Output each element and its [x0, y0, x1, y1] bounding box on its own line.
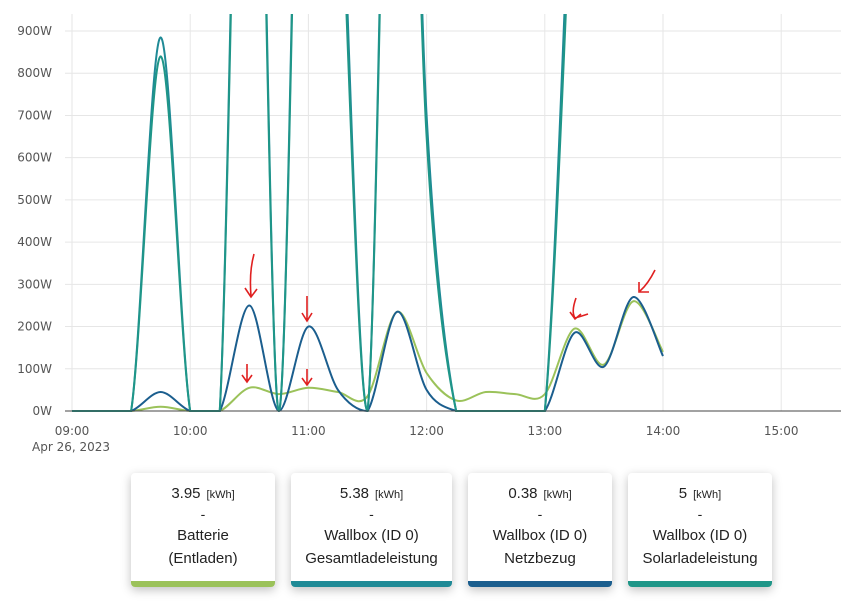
card-label-2: Netzbezug — [504, 550, 576, 567]
summary-card-batterie: 3.95 [kWh] - Batterie (Entladen) — [131, 473, 275, 587]
y-tick-label: 900W — [17, 24, 52, 38]
energy-chart: 0W 100W 200W 300W 400W 500W 600W 700W 800W 900W 09… — [17, 14, 841, 454]
card-unit: [kWh] — [206, 489, 235, 501]
summary-card-solarladeleistung: 5 [kWh] - Wallbox (ID 0) Solarladeleistun… — [628, 473, 772, 587]
series-line-3 — [71, 14, 567, 412]
y-tick-label: 700W — [17, 108, 52, 122]
card-separator: - — [369, 506, 374, 522]
y-tick-label: 600W — [17, 151, 52, 165]
x-tick-label: 14:00 — [646, 424, 681, 438]
x-tick-label: 10:00 — [173, 424, 208, 438]
series-line-1 — [71, 14, 566, 412]
y-tick-label: 200W — [17, 320, 52, 334]
card-value: 3.95 — [171, 485, 201, 502]
card-color-bar — [468, 581, 612, 587]
y-tick-label: 100W — [17, 362, 52, 376]
series-line-0 — [71, 300, 664, 412]
series-lines — [71, 14, 664, 412]
card-unit: [kWh] — [543, 489, 572, 501]
card-unit: [kWh] — [693, 489, 722, 501]
card-color-bar — [131, 581, 275, 587]
x-date-label: Apr 26, 2023 — [32, 440, 110, 454]
card-value: 5.38 — [339, 485, 370, 502]
card-label-2: Gesamtladeleistung — [305, 550, 438, 567]
grid — [65, 14, 841, 411]
card-label-1: Wallbox (ID 0) — [652, 527, 748, 544]
card-separator: - — [697, 506, 703, 522]
card-label-1: Wallbox (ID 0) — [324, 527, 419, 544]
card-color-bar — [291, 581, 452, 587]
card-label-1: Wallbox (ID 0) — [492, 527, 588, 544]
summary-card-netzbezug: 0.38 [kWh] - Wallbox (ID 0) Netzbezug — [468, 473, 612, 587]
y-tick-label: 300W — [17, 277, 52, 291]
card-value: 0.38 — [508, 485, 538, 502]
x-tick-label: 09:00 — [55, 424, 90, 438]
card-label-2: Solarladeleistung — [642, 550, 758, 567]
card-label-2: (Entladen) — [168, 550, 238, 567]
red-arrow-annotations — [241, 253, 656, 387]
y-tick-label: 500W — [17, 193, 52, 207]
x-tick-label: 13:00 — [528, 424, 563, 438]
summary-card-gesamtladeleistung: 5.38 [kWh] - Wallbox (ID 0) Gesamtladelei… — [291, 473, 452, 587]
x-tick-label: 15:00 — [764, 424, 799, 438]
x-tick-label: 12:00 — [409, 424, 444, 438]
card-separator: - — [200, 506, 206, 522]
card-color-bar — [628, 581, 772, 587]
axis-ticks: 0W 100W 200W 300W 400W 500W 600W 700W 800W 900W 09… — [17, 24, 798, 438]
x-tick-label: 11:00 — [291, 424, 326, 438]
y-tick-label: 0W — [33, 404, 53, 418]
card-unit: [kWh] — [375, 489, 404, 501]
y-tick-label: 800W — [17, 66, 52, 80]
card-value: 5 — [678, 485, 688, 502]
card-separator: - — [537, 506, 543, 522]
series-line-2 — [71, 296, 664, 412]
y-tick-label: 400W — [17, 235, 52, 249]
card-label-1: Batterie — [177, 527, 229, 544]
